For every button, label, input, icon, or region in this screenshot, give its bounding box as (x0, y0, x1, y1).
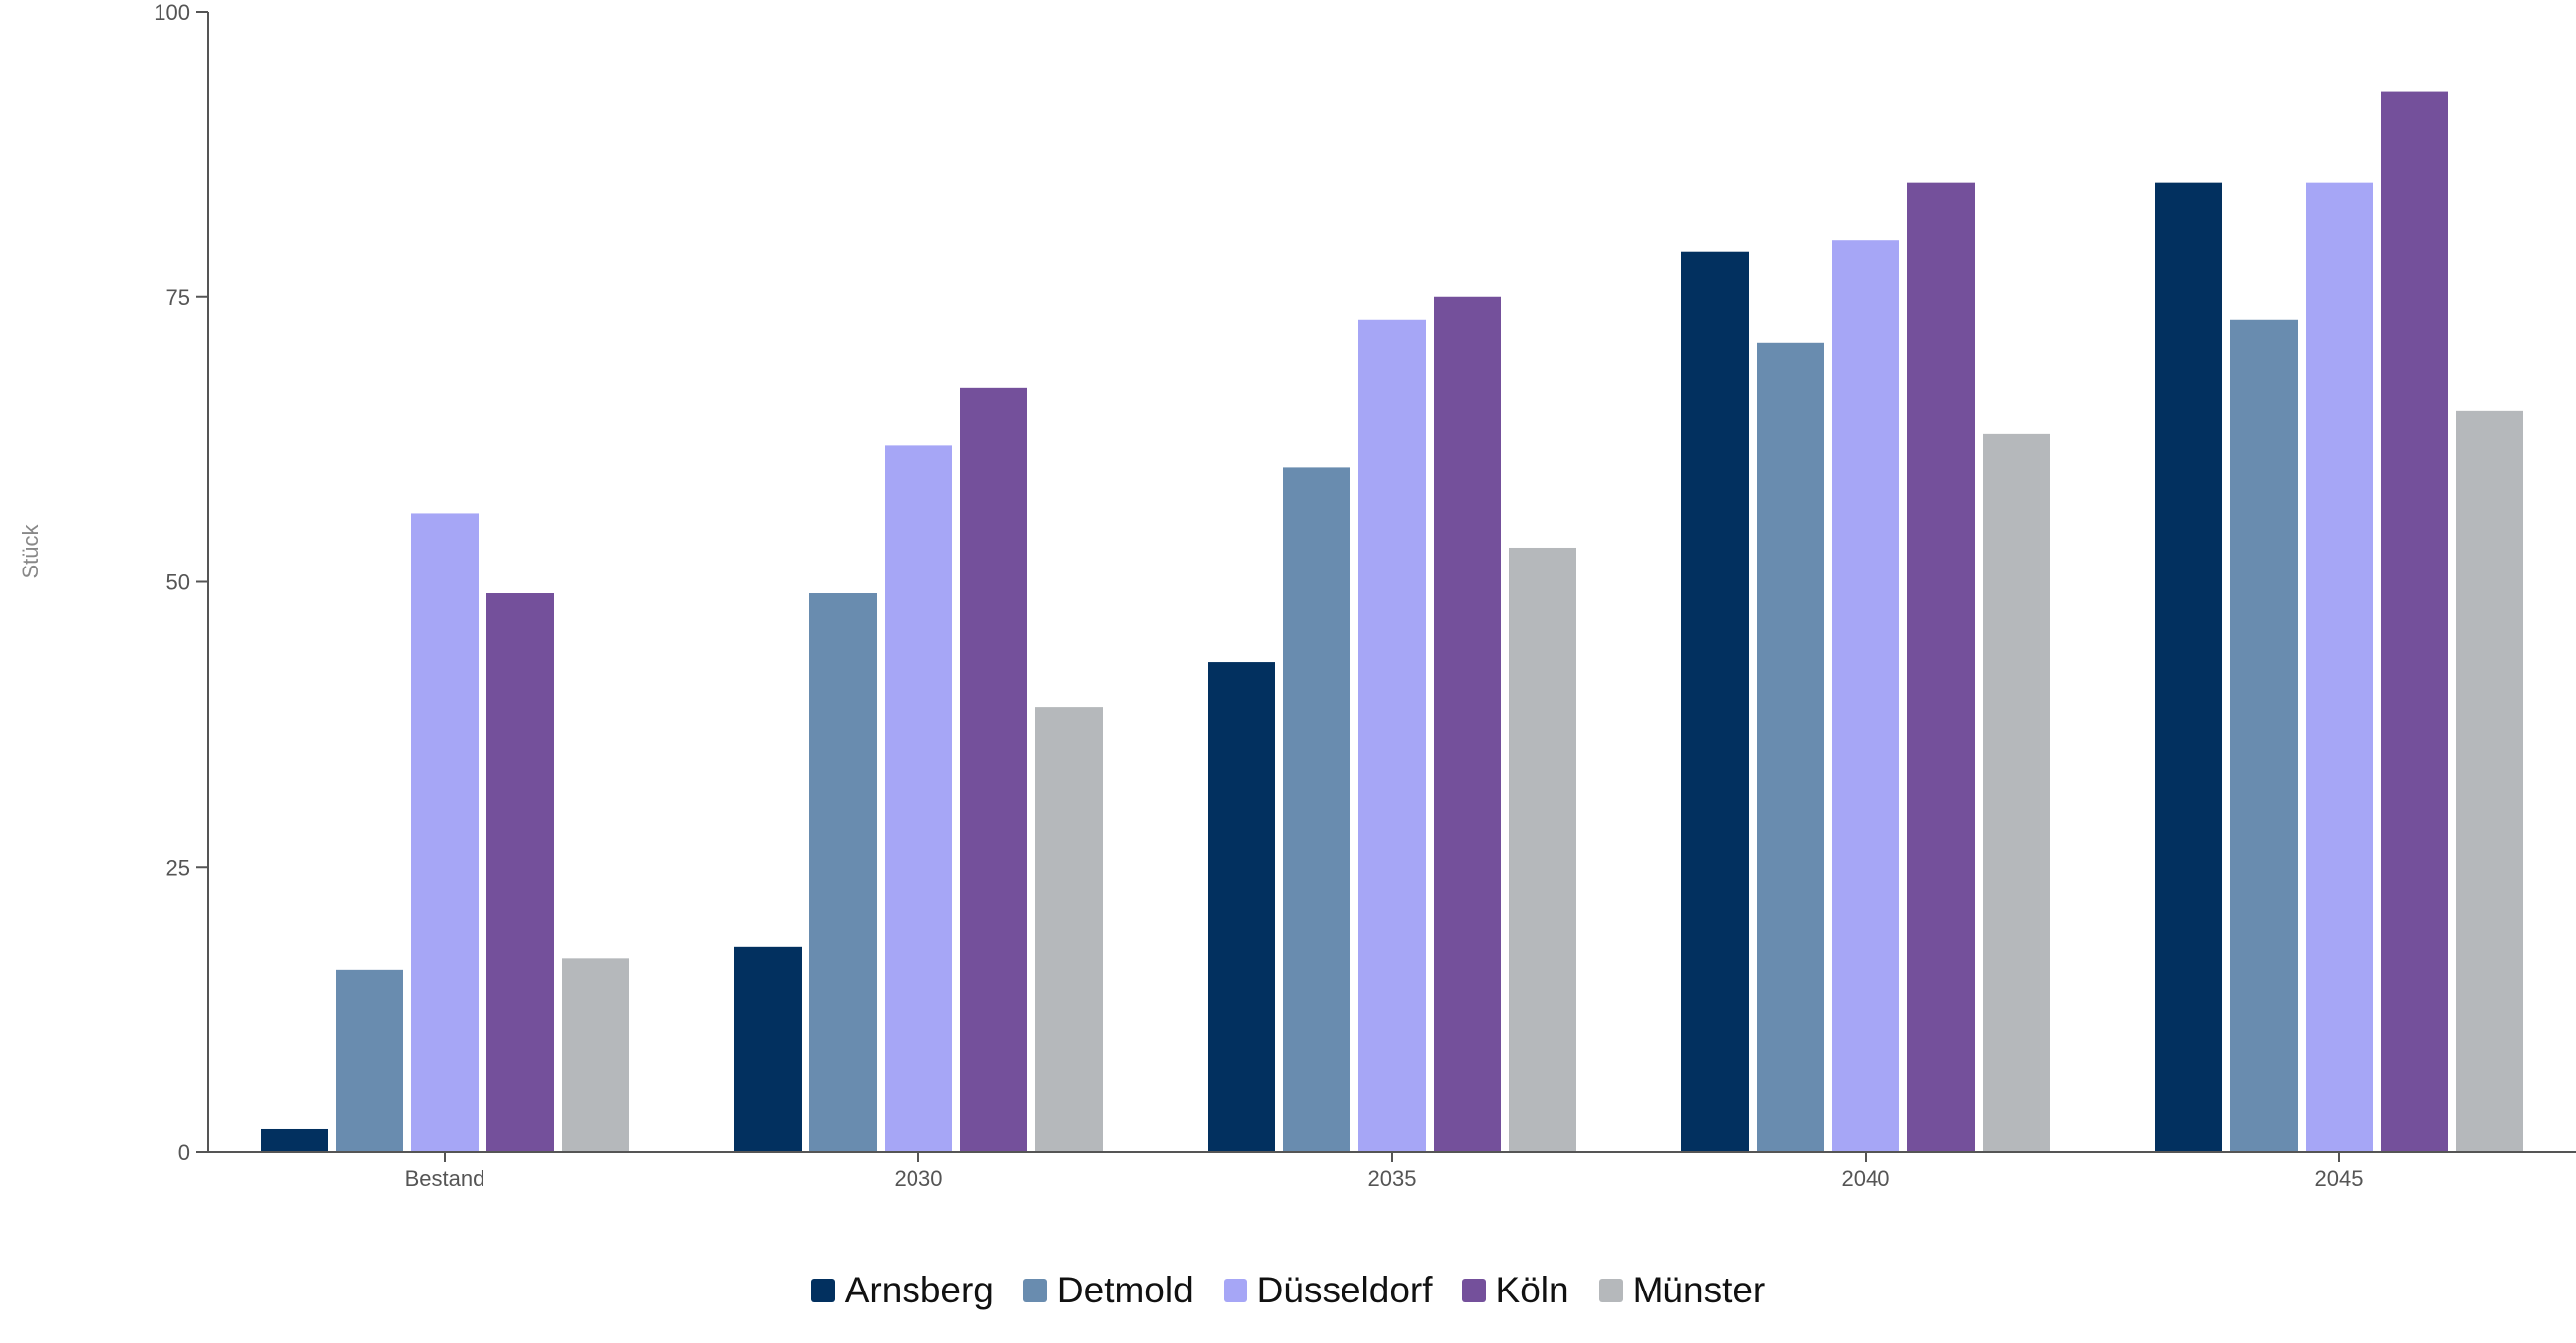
x-tick-label: Bestand (405, 1166, 485, 1190)
bar-detmold-2040 (1757, 342, 1824, 1152)
bar-detmold-2045 (2230, 319, 2298, 1152)
legend-label: Detmold (1056, 1270, 1194, 1310)
bar-düsseldorf-2030 (885, 445, 952, 1152)
y-tick-label: 0 (178, 1140, 190, 1165)
bar-düsseldorf-2035 (1358, 319, 1426, 1152)
legend-swatch (1461, 1279, 1486, 1302)
x-tick-label: 2040 (1842, 1166, 1890, 1190)
bar-arnsberg-2035 (1208, 662, 1275, 1152)
bar-köln-2045 (2381, 91, 2448, 1153)
legend-label: Münster (1632, 1270, 1766, 1310)
y-tick-label: 25 (166, 855, 190, 879)
bar-düsseldorf-2040 (1832, 240, 1899, 1152)
y-tick-label: 75 (166, 285, 190, 310)
legend-swatch (1598, 1279, 1623, 1302)
bar-köln-2040 (1907, 182, 1975, 1152)
legend-item-arnsberg: Arnsberg (810, 1270, 994, 1311)
bar-detmold-2030 (809, 593, 877, 1152)
bar-arnsberg-2040 (1681, 251, 1749, 1152)
y-tick-label: 50 (166, 570, 190, 595)
bar-detmold-2035 (1283, 467, 1350, 1152)
legend-label: Düsseldorf (1256, 1270, 1433, 1310)
bar-düsseldorf-bestand (411, 513, 479, 1152)
bar-arnsberg-2045 (2155, 182, 2222, 1152)
legend-swatch (810, 1279, 835, 1302)
legend-swatch (1223, 1279, 1247, 1302)
y-axis-label: Stück (18, 523, 43, 578)
bar-arnsberg-bestand (261, 1128, 328, 1152)
x-tick-label: 2030 (895, 1166, 943, 1190)
bar-münster-bestand (562, 958, 629, 1152)
axes-layer: 0 25 50 75 100 Bestand 2030 2035 2040 2045 (154, 0, 2576, 1190)
bar-köln-bestand (486, 593, 554, 1152)
bar-detmold-bestand (336, 969, 403, 1152)
bar-arnsberg-2030 (734, 946, 802, 1152)
bar-münster-2045 (2456, 410, 2523, 1153)
legend: Arnsberg Detmold Düsseldorf Köln Münster (0, 1270, 2576, 1311)
legend-item-düsseldorf: Düsseldorf (1223, 1270, 1433, 1311)
bars-layer (261, 91, 2523, 1153)
legend-item-köln: Köln (1461, 1270, 1569, 1311)
x-tick-label: 2035 (1368, 1166, 1417, 1190)
bar-münster-2035 (1509, 547, 1576, 1152)
y-tick-label: 100 (154, 0, 190, 25)
bar-köln-2030 (960, 387, 1027, 1153)
bar-münster-2030 (1035, 707, 1103, 1152)
bar-düsseldorf-2045 (2306, 182, 2373, 1152)
legend-label: Köln (1495, 1270, 1569, 1310)
bar-köln-2035 (1434, 296, 1501, 1152)
legend-item-detmold: Detmold (1022, 1270, 1194, 1311)
legend-item-münster: Münster (1598, 1270, 1766, 1311)
legend-swatch (1022, 1279, 1047, 1302)
x-tick-label: 2045 (2315, 1166, 2364, 1190)
legend-label: Arnsberg (844, 1270, 994, 1310)
bar-münster-2040 (1983, 433, 2050, 1152)
